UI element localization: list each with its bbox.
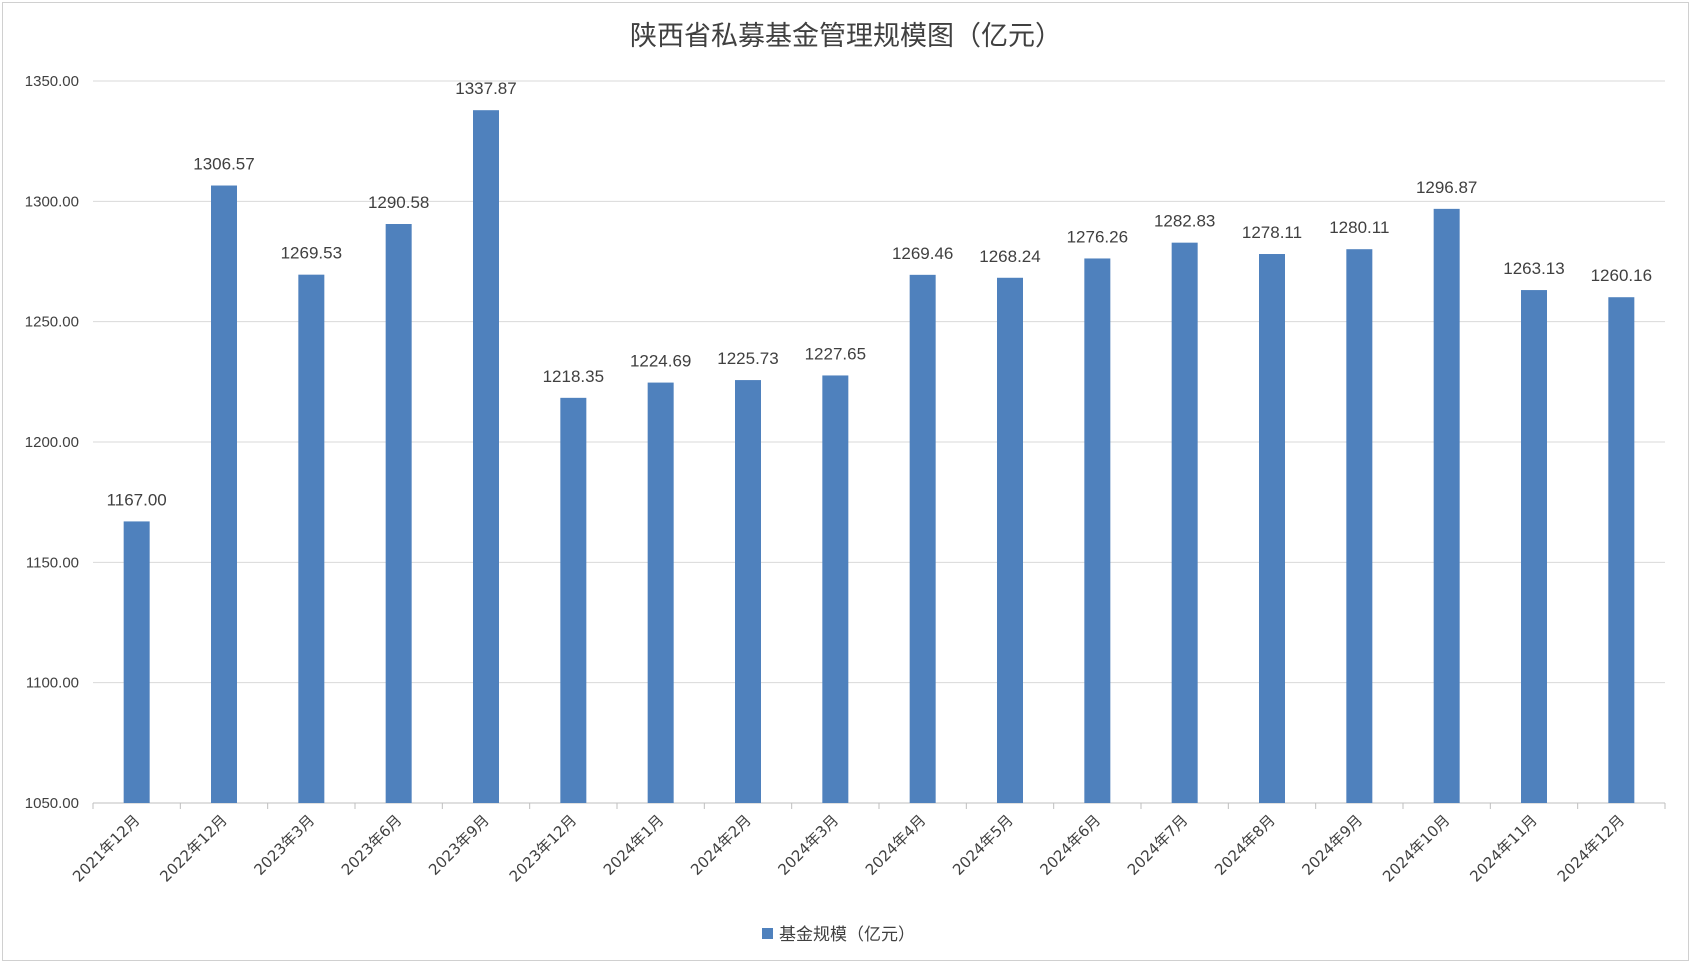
data-label: 1269.46 — [892, 244, 953, 263]
data-label: 1260.16 — [1591, 266, 1652, 285]
legend-label: 基金规模（亿元） — [779, 925, 915, 945]
y-tick-label: 1300.00 — [25, 193, 79, 210]
y-axis-ticks: 1050.00 1100.00 1150.00 1200.00 1250.00 1300.… — [25, 73, 79, 812]
x-tick-label: 2023年3月 — [250, 811, 318, 879]
y-tick-label: 1200.00 — [25, 434, 79, 451]
bar — [822, 375, 849, 803]
bar — [1433, 208, 1460, 803]
x-tick-label: 2024年9月 — [1298, 811, 1366, 879]
data-label: 1218.35 — [543, 367, 604, 386]
data-label: 1167.00 — [107, 490, 167, 509]
bar-chart: 陕西省私募基金管理规模图（亿元） 1050.00 1100.00 1150.00 12… — [25, 21, 1666, 945]
data-label: 1225.73 — [717, 349, 778, 368]
bar — [385, 224, 412, 803]
bar — [909, 274, 936, 803]
x-tick-label: 2021年12月 — [69, 811, 143, 885]
data-label: 1296.87 — [1416, 178, 1477, 197]
data-label: 1224.69 — [630, 352, 691, 371]
bar — [1171, 242, 1198, 803]
data-label: 1268.24 — [979, 247, 1040, 266]
x-tick-label: 2023年9月 — [425, 811, 493, 879]
data-label: 1306.57 — [193, 155, 254, 174]
data-label: 1337.87 — [455, 79, 516, 98]
bar — [1259, 254, 1285, 804]
bar — [647, 382, 674, 803]
bars — [123, 110, 1635, 804]
data-label: 1278.11 — [1242, 223, 1302, 242]
bar — [123, 521, 150, 803]
x-tick-label: 2024年7月 — [1124, 811, 1192, 879]
bar — [1521, 290, 1547, 803]
x-tick-label: 2024年11月 — [1466, 811, 1540, 885]
data-labels: 1167.00 1306.57 1269.53 1290.58 1337.87 1218.… — [107, 79, 1652, 509]
x-tick-label: 2024年3月 — [774, 811, 842, 879]
legend-swatch — [762, 928, 773, 939]
data-label: 1282.83 — [1154, 212, 1215, 231]
y-tick-label: 1050.00 — [25, 795, 79, 812]
x-tick-label: 2024年1月 — [600, 811, 668, 879]
data-label: 1290.58 — [368, 193, 429, 212]
x-tick-label: 2024年12月 — [1554, 811, 1628, 885]
x-tick-label: 2024年8月 — [1211, 811, 1279, 879]
legend: 基金规模（亿元） — [762, 925, 915, 945]
bar — [735, 380, 761, 803]
x-tick-label: 2024年4月 — [862, 811, 930, 879]
bar — [997, 277, 1023, 804]
y-tick-label: 1100.00 — [26, 675, 79, 692]
bar — [211, 185, 237, 803]
bar — [1346, 249, 1373, 804]
chart-title: 陕西省私募基金管理规模图（亿元） — [630, 21, 1062, 52]
x-tick-label: 2024年10月 — [1379, 811, 1453, 885]
bar — [1084, 258, 1111, 803]
x-axis-ticks: 2021年12月 2022年12月 2023年3月 2023年6月 2023年9月 202… — [69, 811, 1628, 885]
data-label: 1280.11 — [1329, 218, 1389, 237]
bar — [298, 274, 325, 804]
y-tick-label: 1150.00 — [26, 554, 79, 571]
data-label: 1227.65 — [805, 344, 866, 363]
y-tick-label: 1250.00 — [25, 314, 79, 331]
x-tick-label: 2024年2月 — [687, 811, 755, 879]
x-tick-label: 2023年12月 — [506, 811, 580, 885]
bar — [560, 397, 587, 803]
x-tick-label: 2023年6月 — [338, 811, 406, 879]
x-tick-label: 2024年5月 — [949, 811, 1017, 879]
x-tick-label: 2022年12月 — [156, 811, 230, 885]
y-tick-label: 1350.00 — [25, 73, 79, 90]
bar — [1608, 297, 1635, 803]
data-label: 1263.13 — [1503, 259, 1564, 278]
gridlines — [92, 80, 1666, 809]
bar — [473, 110, 499, 803]
data-label: 1276.26 — [1067, 227, 1128, 246]
x-tick-label: 2024年6月 — [1036, 811, 1104, 879]
data-label: 1269.53 — [281, 244, 342, 263]
